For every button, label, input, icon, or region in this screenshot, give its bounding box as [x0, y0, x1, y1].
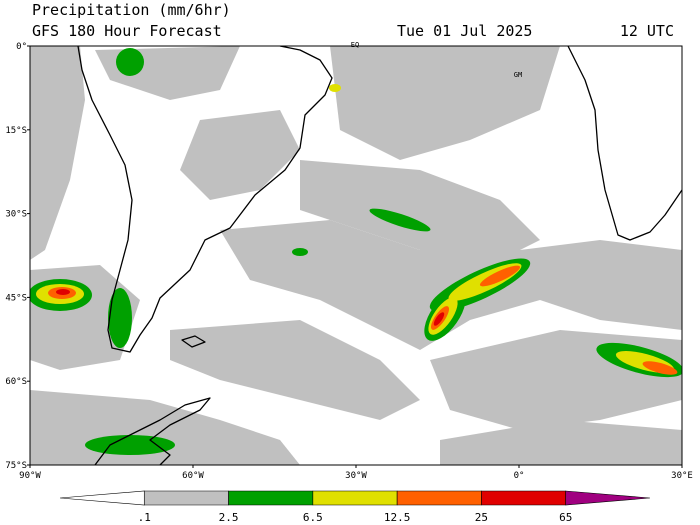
legend-label: 12.5 [384, 511, 411, 524]
precip-area [433, 312, 445, 326]
legend-swatch [396, 490, 482, 506]
legend-label: .1 [138, 511, 151, 524]
lon-label: 0° [514, 471, 525, 481]
precip-area [292, 248, 308, 256]
valid-date: Tue 01 Jul 2025 [397, 22, 532, 40]
antarctic-peninsula-coast [94, 397, 211, 465]
precip-area [180, 110, 300, 200]
lat-label: 75°S [5, 461, 27, 471]
lon-label: 30°W [345, 471, 367, 481]
prime-meridian-label: GM [514, 71, 522, 79]
precip-area [642, 361, 678, 375]
lat-label: 60°S [5, 377, 27, 387]
precip-area [108, 288, 132, 348]
precip-area [479, 265, 521, 287]
legend-label: 25 [475, 511, 488, 524]
precip-area [329, 84, 341, 92]
precip-area [369, 208, 431, 232]
precip-areas [30, 46, 682, 465]
title: Precipitation (mm/6hr) [32, 1, 231, 19]
lat-label: 15°S [5, 126, 27, 136]
precip-area [170, 320, 420, 420]
coastlines [77, 46, 682, 465]
falklands-coast [181, 335, 206, 348]
precip-area [440, 420, 682, 465]
lon-label: 60°W [182, 471, 204, 481]
precip-area [330, 46, 560, 160]
legend-swatch [59, 490, 145, 506]
legend-swatch [228, 490, 314, 506]
lat-label: 0° [16, 42, 27, 52]
map-field [30, 46, 682, 465]
precip-area [300, 160, 540, 260]
axis-labels: 0° 15°S 30°S 45°S 60°S 75°S90°W 60°W 30°W 0° 30°E [5, 42, 693, 481]
legend-label: 65 [559, 511, 572, 524]
lat-label: 45°S [5, 293, 27, 303]
south-america-coast [77, 46, 333, 353]
legend-swatch [565, 490, 651, 506]
precip-area [116, 48, 144, 76]
equator-label: EQ [351, 41, 359, 49]
africa-coast [567, 46, 682, 241]
model-run: GFS 180 Hour Forecast [32, 22, 222, 40]
legend-label: 6.5 [303, 511, 323, 524]
precip-area [56, 289, 70, 295]
legend-swatch [312, 490, 398, 506]
legend-swatch [143, 490, 229, 506]
color-legend: .1 2.5 6.5 12.5 25 65 [59, 490, 651, 524]
precip-area [30, 46, 85, 260]
lon-label: 30°E [671, 471, 693, 481]
lon-label: 90°W [19, 471, 41, 481]
valid-time: 12 UTC [620, 22, 674, 40]
legend-swatch [481, 490, 567, 506]
precip-area [85, 435, 175, 455]
legend-label: 2.5 [219, 511, 239, 524]
lat-label: 30°S [5, 210, 27, 220]
